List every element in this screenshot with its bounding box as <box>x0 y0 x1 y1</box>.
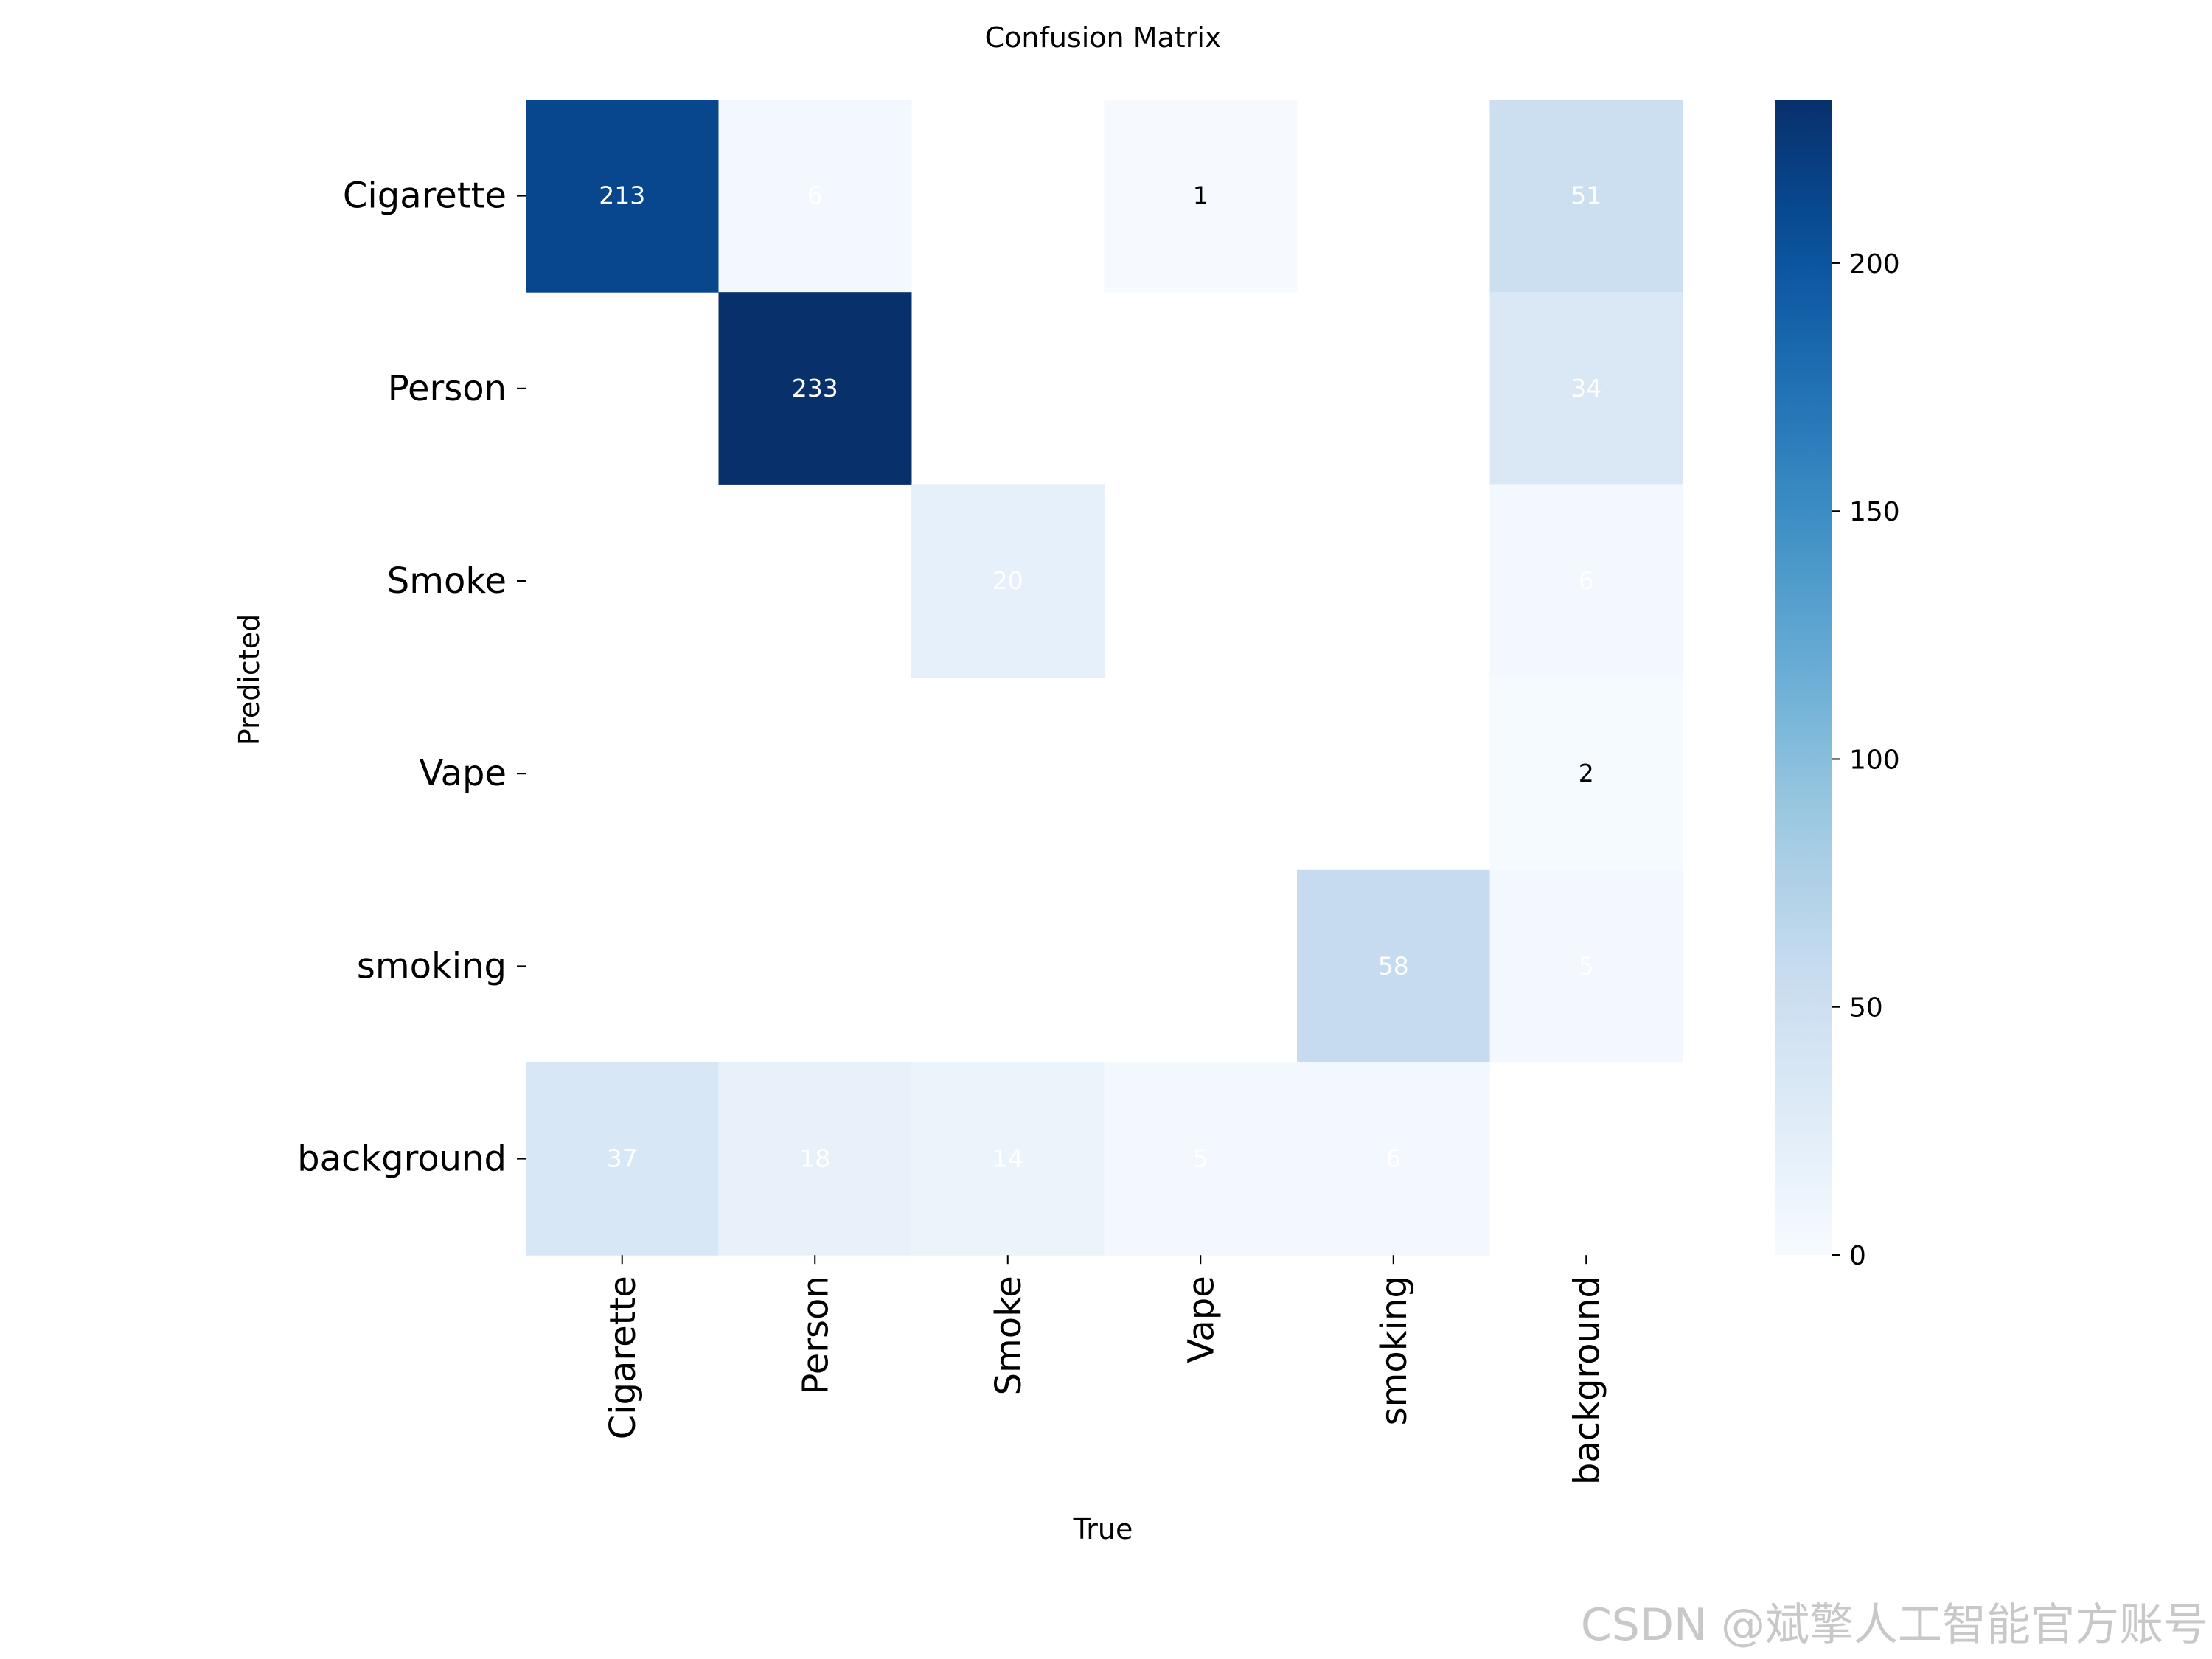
y-tick-label: Vape <box>419 753 507 794</box>
x-tick-label: smoking <box>1374 1276 1415 1425</box>
heatmap-cell <box>1297 1062 1490 1256</box>
colorbar <box>1775 100 1832 1255</box>
heatmap-cell <box>1489 677 1683 871</box>
x-tick-label: Smoke <box>988 1276 1029 1395</box>
cell-value-label: 1 <box>1193 181 1208 210</box>
x-axis-ticks: Cigarette Person Smoke Vape smoking backgroun… <box>602 1255 1607 1485</box>
heatmap-cell <box>911 484 1105 678</box>
cell-value-label: 233 <box>792 374 838 403</box>
heatmap-cell <box>1489 100 1683 293</box>
heatmap-cell <box>911 1062 1105 1256</box>
cell-value-label: 18 <box>799 1144 830 1173</box>
heatmap-cell <box>526 1062 719 1256</box>
cell-value-label: 5 <box>1193 1144 1208 1173</box>
colorbar-ticks: 0 50 100 150 200 <box>1832 249 1900 1271</box>
cell-value-label: 6 <box>1579 566 1594 595</box>
colorbar-tick-label: 0 <box>1849 1241 1866 1271</box>
x-tick-label: Person <box>795 1276 836 1394</box>
y-axis-label: Predicted <box>233 614 265 745</box>
heatmap-cell <box>1489 484 1683 678</box>
x-tick-label: background <box>1566 1276 1607 1485</box>
cell-value-label: 58 <box>1378 951 1409 980</box>
y-tick-label: Cigarette <box>343 175 507 217</box>
x-tick-label: Cigarette <box>602 1276 644 1439</box>
cell-value-label: 34 <box>1571 374 1601 403</box>
heatmap-cell <box>1297 869 1490 1063</box>
chart-title: Confusion Matrix <box>985 21 1222 54</box>
heatmap-cell <box>718 100 912 293</box>
heatmap-cell <box>1489 292 1683 485</box>
heatmap-cell <box>718 292 912 485</box>
heatmap-cell <box>526 100 719 293</box>
colorbar-tick-label: 50 <box>1849 993 1883 1023</box>
heatmap-cell <box>718 1062 912 1256</box>
cell-value-label: 37 <box>607 1144 638 1173</box>
cell-value-label: 51 <box>1571 181 1601 210</box>
colorbar-tick-label: 150 <box>1849 497 1900 527</box>
cell-value-label: 5 <box>1579 951 1594 980</box>
y-tick-label: smoking <box>357 945 507 987</box>
cell-value-label: 2 <box>1579 759 1594 787</box>
cell-value-label: 20 <box>992 566 1023 595</box>
colorbar-tick-label: 200 <box>1849 249 1900 279</box>
y-axis-ticks: Cigarette Person Smoke Vape smoking backgroun… <box>297 175 526 1180</box>
y-tick-label: background <box>297 1138 507 1180</box>
heatmap-cells <box>526 100 1683 1256</box>
y-tick-label: Smoke <box>387 560 507 602</box>
cell-value-label: 6 <box>1385 1144 1401 1173</box>
heatmap-cell <box>1104 100 1298 293</box>
x-axis-label: True <box>1073 1513 1133 1545</box>
colorbar-tick-label: 100 <box>1849 745 1900 775</box>
cell-value-label: 6 <box>807 181 823 210</box>
y-tick-label: Person <box>388 368 507 409</box>
heatmap-cell-labels: 213 6 1 51 233 34 20 6 2 58 5 37 18 14 5 6 <box>599 181 1601 1173</box>
watermark: CSDN @斌擎人工智能官方账号 <box>1580 1599 2208 1651</box>
cell-value-label: 213 <box>599 181 645 210</box>
heatmap-cell <box>1104 1062 1298 1256</box>
x-tick-label: Vape <box>1180 1276 1222 1363</box>
cell-value-label: 14 <box>992 1144 1023 1173</box>
heatmap-cell <box>1489 869 1683 1063</box>
